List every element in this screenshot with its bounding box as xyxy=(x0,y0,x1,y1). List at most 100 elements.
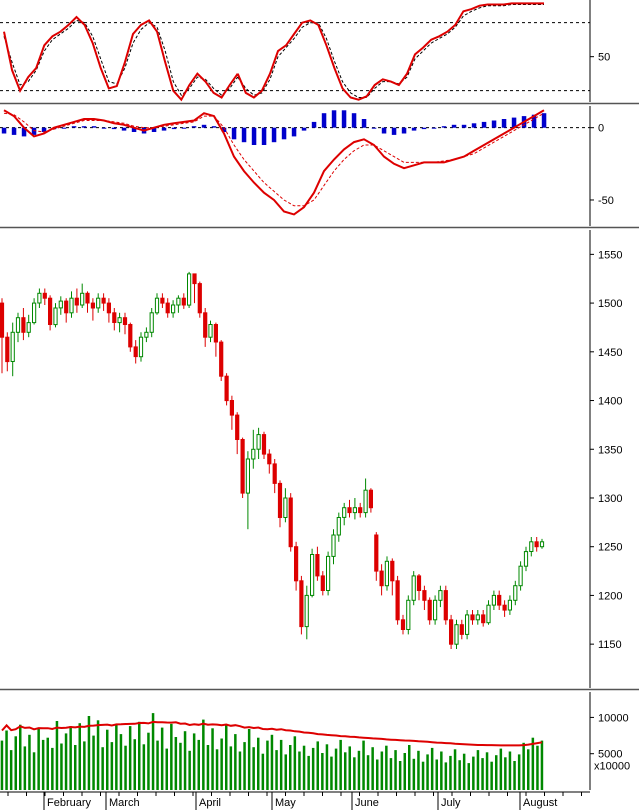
volume-bar xyxy=(261,753,265,790)
candle-body xyxy=(347,507,352,514)
volume-bar xyxy=(160,727,164,790)
y-tick-label: 1400 xyxy=(598,396,622,408)
volume-bar xyxy=(289,745,292,790)
candle-body xyxy=(181,297,186,306)
volume-bar xyxy=(531,737,535,790)
candle-body xyxy=(106,302,112,314)
macd-histogram-bar xyxy=(281,127,287,140)
volume-bar xyxy=(0,740,4,790)
volume-bar xyxy=(481,758,484,790)
candle-body xyxy=(427,599,432,621)
macd-histogram-bar xyxy=(241,127,247,143)
y-tick-label: 1250 xyxy=(598,542,622,554)
volume-bar xyxy=(128,726,132,790)
volume-bar xyxy=(298,751,301,790)
volume-bar xyxy=(339,739,342,790)
macd-histogram-bar xyxy=(11,127,17,135)
volume-bar xyxy=(444,762,448,790)
candle-body xyxy=(160,297,165,304)
candle-body xyxy=(315,554,320,577)
volume-bar xyxy=(138,721,141,790)
macd-histogram-bar xyxy=(91,126,97,128)
macd-histogram-bar xyxy=(61,127,67,129)
volume-bar xyxy=(275,750,278,790)
candle-body xyxy=(486,604,491,624)
volume-bar xyxy=(495,755,498,790)
macd-histogram-bar xyxy=(541,113,547,128)
month-label: March xyxy=(109,797,140,809)
month-label: May xyxy=(275,797,296,809)
x-axis: February March April May June July August xyxy=(0,791,590,810)
volume-bar xyxy=(115,724,118,790)
y-tick-label: 1200 xyxy=(598,590,622,602)
volume-bar xyxy=(46,737,49,790)
volume-bar xyxy=(334,748,338,790)
volume-bar xyxy=(485,752,489,790)
volume-bar xyxy=(101,747,104,790)
macd-histogram-bar xyxy=(291,127,297,137)
stoch-signal-line xyxy=(237,4,544,98)
candle-body xyxy=(475,614,480,621)
macd-histogram-bar xyxy=(261,127,267,145)
candle-body xyxy=(203,312,208,338)
volume-bar xyxy=(536,745,539,790)
candle-body xyxy=(64,300,69,314)
candle-body xyxy=(101,297,106,304)
volume-bar xyxy=(508,751,512,790)
macd-histogram-bar xyxy=(391,127,397,135)
volume-bar xyxy=(220,738,223,790)
macd-histogram-bar xyxy=(401,127,407,134)
volume-unit-label: x10000 xyxy=(594,761,630,773)
month-label: April xyxy=(199,797,221,809)
volume-bar xyxy=(9,750,13,790)
volume-bar xyxy=(124,745,127,790)
volume-bar xyxy=(188,750,191,790)
volume-bar xyxy=(540,740,544,790)
volume-bar xyxy=(293,736,297,790)
candle-body xyxy=(470,614,475,621)
volume-bar xyxy=(92,735,95,790)
stoch-signal-line xyxy=(3,19,239,96)
y-tick-label: 1150 xyxy=(598,639,622,651)
macd-histogram-bar xyxy=(501,119,507,128)
candle-body xyxy=(171,304,176,314)
candle-body xyxy=(331,534,336,557)
candle-body xyxy=(400,619,406,630)
volume-bar xyxy=(353,757,356,790)
candle-body xyxy=(138,336,144,358)
volume-bar xyxy=(270,734,274,790)
volume-bar xyxy=(106,729,109,790)
macd-histogram-bar xyxy=(531,114,537,128)
candle-body xyxy=(192,273,197,285)
volume-bar xyxy=(225,725,228,790)
macd-histogram-bar xyxy=(81,126,87,128)
macd-histogram-bar xyxy=(471,123,477,128)
volume-bar xyxy=(412,758,416,790)
macd-histogram-bar xyxy=(21,127,27,137)
volume-bar xyxy=(403,753,406,790)
candle-body xyxy=(42,292,47,299)
macd-histogram-bar xyxy=(451,124,457,128)
volume-bar xyxy=(192,733,196,790)
candle-body xyxy=(310,554,315,596)
macd-histogram-bar xyxy=(301,127,307,131)
volume-bar xyxy=(316,741,319,790)
y-tick-label: 1450 xyxy=(598,347,622,359)
candle-body xyxy=(261,434,267,455)
macd-histogram-bar xyxy=(351,113,357,128)
candle-body xyxy=(358,507,363,514)
candle-body xyxy=(128,324,133,348)
volume-bar xyxy=(60,743,63,790)
macd-line xyxy=(3,109,545,216)
macd-histogram-bar xyxy=(481,121,487,128)
candle-body xyxy=(85,292,90,304)
candle-body xyxy=(438,590,443,601)
candle-body xyxy=(518,565,523,587)
candle-body xyxy=(0,302,5,338)
candle-body xyxy=(48,297,53,326)
volume-bar xyxy=(385,745,388,790)
candle-body xyxy=(352,507,357,514)
candle-body xyxy=(513,585,518,601)
candle-body xyxy=(523,551,529,567)
